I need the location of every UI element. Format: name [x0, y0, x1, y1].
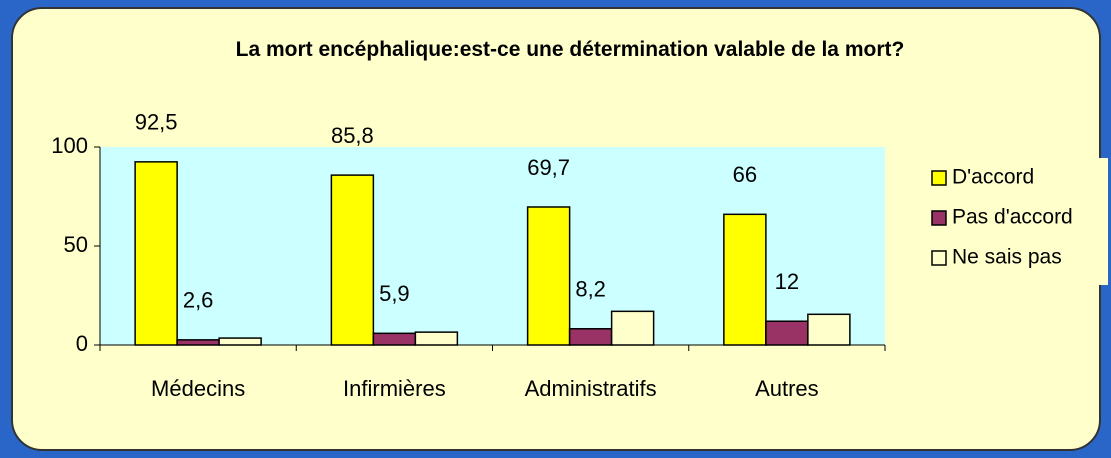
y-tick-label: 100: [51, 133, 88, 158]
x-tick-label: Infirmières: [343, 376, 446, 401]
x-tick-label: Autres: [755, 376, 819, 401]
bar: [723, 213, 767, 346]
bar: [568, 328, 613, 346]
legend-label: D'accord: [952, 166, 1034, 189]
bar: [807, 313, 851, 346]
bar: [176, 339, 220, 346]
x-tick-label: Administratifs: [525, 376, 657, 401]
plot-area: [100, 147, 885, 345]
value-label: 85,8: [331, 123, 374, 148]
y-tick-label: 50: [64, 232, 88, 257]
value-label: 66: [733, 162, 757, 187]
y-tick-label: 0: [76, 331, 88, 356]
bar: [526, 206, 571, 346]
bar: [765, 320, 809, 346]
bar: [372, 332, 417, 346]
legend-swatch: [931, 170, 947, 186]
value-label: 8,2: [575, 277, 606, 302]
value-label: 5,9: [379, 281, 410, 306]
bar: [218, 337, 262, 346]
bar: [330, 174, 375, 346]
legend-swatch: [931, 250, 947, 266]
x-tick-label: Médecins: [151, 376, 245, 401]
bar: [414, 331, 459, 346]
bar: [134, 161, 178, 346]
legend-box: [918, 158, 1108, 285]
legend-swatch: [931, 210, 947, 226]
value-label: 92,5: [135, 110, 178, 135]
chart-title: La mort encéphalique:est-ce une détermin…: [235, 38, 905, 61]
value-label: 2,6: [183, 288, 214, 313]
value-label: 12: [775, 269, 799, 294]
value-label: 69,7: [527, 155, 570, 180]
legend-label: Pas d'accord: [952, 206, 1073, 229]
bar: [610, 310, 655, 346]
legend-label: Ne sais pas: [952, 246, 1062, 269]
